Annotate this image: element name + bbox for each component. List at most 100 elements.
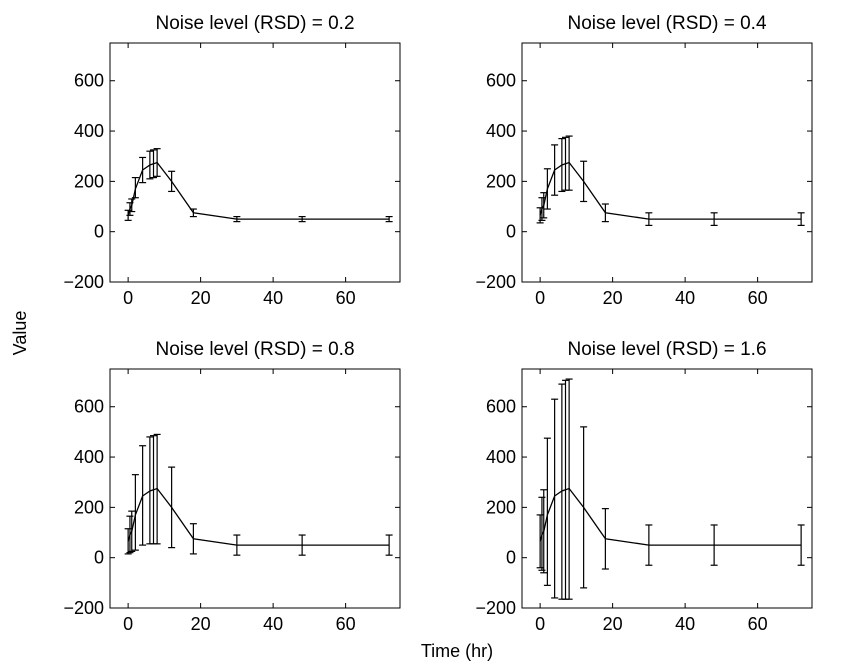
axes-frame [521, 42, 813, 283]
error-bar [128, 198, 136, 213]
axes-frame [109, 368, 401, 609]
error-bar [797, 212, 805, 226]
figure-x-axis-label: Time (hr) [421, 641, 493, 661]
error-bar [146, 150, 154, 180]
error-bar [580, 160, 588, 203]
series-line [127, 161, 390, 220]
x-tick-label: 40 [263, 288, 283, 308]
y-tick-label: 600 [74, 397, 104, 417]
subplot-4: Noise level (RSD) = 1.6 0 20 40 60 −200 0 200 40… [475, 339, 813, 634]
x-tick-label: 60 [336, 614, 356, 634]
error-bar [543, 437, 551, 586]
error-bar [565, 135, 573, 191]
subplot-title: Noise level (RSD) = 0.2 [155, 13, 354, 34]
error-bar [601, 203, 609, 223]
error-bar [562, 136, 569, 191]
y-tick-label: 0 [94, 548, 104, 568]
subplot-title: Noise level (RSD) = 0.4 [567, 13, 766, 34]
subplot-1: Noise level (RSD) = 0.2 0 20 40 60 −200 0 200 40… [63, 13, 401, 308]
error-bar [565, 378, 573, 600]
y-tick-label: 600 [486, 71, 516, 91]
axes-frame [109, 42, 401, 283]
y-tick-label: 0 [506, 222, 516, 242]
error-bar [233, 215, 241, 223]
x-tick-label: 60 [748, 288, 768, 308]
error-bar [710, 212, 718, 226]
y-tick-label: 0 [94, 222, 104, 242]
y-tick-label: 600 [486, 397, 516, 417]
subplot-2: Noise level (RSD) = 0.4 0 20 40 60 −200 0 200 40… [475, 13, 813, 308]
error-bar [128, 510, 136, 552]
error-bar [797, 524, 805, 566]
subplot-title: Noise level (RSD) = 0.8 [155, 339, 354, 360]
error-bar [139, 445, 147, 546]
error-bar [298, 215, 306, 223]
x-tick-label: 0 [123, 288, 133, 308]
y-tick-label: 200 [74, 171, 104, 191]
series-line [539, 487, 802, 546]
error-bar [710, 524, 718, 566]
error-bar [150, 435, 157, 545]
error-bar [168, 466, 176, 549]
error-bar [168, 170, 176, 193]
error-bar [558, 383, 566, 600]
error-bar [153, 433, 161, 545]
error-bar [131, 176, 139, 199]
error-bar [536, 514, 544, 569]
y-tick-label: 200 [486, 497, 516, 517]
x-tick-label: 60 [748, 614, 768, 634]
error-bar [150, 149, 157, 179]
error-bar [139, 156, 147, 184]
x-tick-label: 20 [191, 288, 211, 308]
x-tick-label: 20 [603, 288, 623, 308]
series-line [539, 161, 802, 220]
error-bar [580, 426, 588, 589]
error-bar [551, 398, 559, 599]
error-bar [233, 534, 241, 556]
error-bar [385, 215, 393, 223]
error-bar [131, 474, 139, 551]
x-tick-label: 0 [535, 614, 545, 634]
y-tick-label: −200 [63, 272, 104, 292]
error-bar [562, 379, 569, 600]
error-bar [540, 489, 548, 574]
x-tick-label: 20 [191, 614, 211, 634]
x-tick-label: 40 [675, 614, 695, 634]
error-bar [540, 192, 548, 219]
y-tick-label: 400 [74, 121, 104, 141]
error-bar [385, 534, 393, 556]
y-tick-label: 400 [486, 447, 516, 467]
x-tick-label: 40 [675, 288, 695, 308]
error-bar [189, 208, 197, 218]
x-tick-label: 40 [263, 614, 283, 634]
error-bar [298, 534, 306, 556]
y-tick-label: 400 [486, 121, 516, 141]
axes-frame [521, 368, 813, 609]
y-tick-label: 600 [74, 71, 104, 91]
error-bar [645, 524, 653, 566]
error-bar [543, 168, 551, 210]
error-bar [126, 515, 134, 554]
figure-y-axis-label: Value [10, 311, 30, 356]
error-bar [189, 523, 197, 555]
y-tick-label: 0 [506, 548, 516, 568]
x-tick-label: 0 [123, 614, 133, 634]
series-line [127, 487, 390, 546]
x-tick-label: 0 [535, 288, 545, 308]
x-tick-label: 20 [603, 614, 623, 634]
subplot-title: Noise level (RSD) = 1.6 [567, 339, 766, 360]
x-tick-label: 60 [336, 288, 356, 308]
error-bar [601, 508, 609, 570]
error-bar [551, 144, 559, 196]
y-tick-label: −200 [475, 598, 516, 618]
error-bar [645, 212, 653, 226]
y-tick-label: 200 [486, 171, 516, 191]
error-bar [538, 496, 546, 571]
error-bar [558, 138, 566, 193]
y-tick-label: −200 [63, 598, 104, 618]
error-bar [153, 148, 161, 177]
y-tick-label: 200 [74, 497, 104, 517]
subplot-3: Noise level (RSD) = 0.8 0 20 40 60 −200 0 200 40… [63, 339, 401, 634]
y-tick-label: −200 [475, 272, 516, 292]
